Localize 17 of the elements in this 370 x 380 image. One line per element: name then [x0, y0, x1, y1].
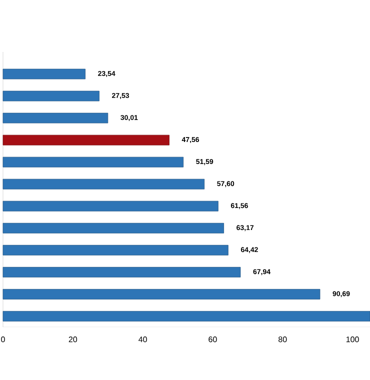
bar [2, 156, 184, 168]
bar [2, 134, 170, 146]
bar [2, 244, 228, 256]
x-tick-label: 100 [346, 336, 359, 342]
x-tick-label: 0 [1, 336, 5, 342]
bar [2, 178, 205, 190]
bar [2, 68, 86, 80]
bar [2, 266, 241, 278]
x-tick-label: 20 [68, 336, 78, 342]
bar [2, 222, 224, 234]
x-tick-label: 80 [278, 336, 287, 342]
bar [2, 288, 320, 300]
bar [2, 112, 108, 124]
bar [2, 200, 218, 212]
x-tick-label: 60 [208, 336, 217, 342]
x-tick-label: 40 [138, 336, 147, 342]
bar [2, 90, 100, 102]
